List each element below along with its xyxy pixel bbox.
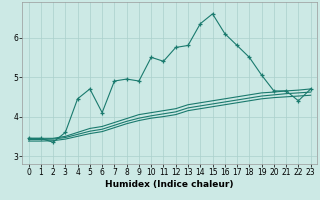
- X-axis label: Humidex (Indice chaleur): Humidex (Indice chaleur): [105, 180, 234, 189]
